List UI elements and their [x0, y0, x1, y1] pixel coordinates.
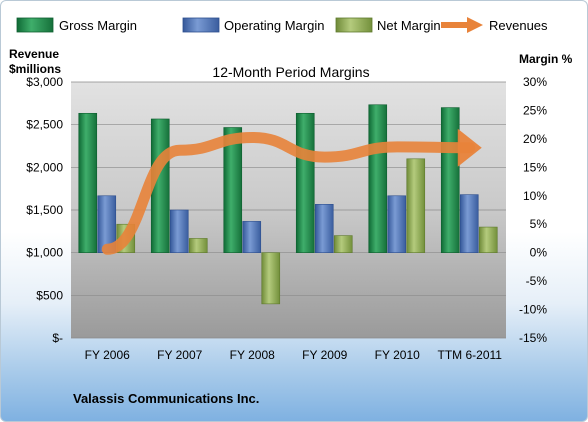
operating-margin-bar [459, 194, 479, 253]
gross-margin-bar [223, 127, 243, 253]
category-label: FY 2006 [85, 348, 130, 362]
bars [78, 104, 498, 305]
left-tick-label: $- [52, 331, 63, 345]
category-label: FY 2010 [375, 348, 420, 362]
legend-swatch-net-margin [335, 17, 373, 33]
left-tick-label: $1,000 [26, 246, 63, 260]
legend-label-operating-margin: Operating Margin [224, 18, 324, 33]
right-tick-label: 20% [523, 132, 547, 146]
operating-margin-bar [242, 221, 262, 253]
right-tick-label: 30% [523, 75, 547, 89]
gross-margin-bar [440, 107, 460, 253]
right-tick-label: -15% [519, 331, 547, 345]
right-tick-label: 25% [523, 103, 547, 117]
right-tick-label: -10% [519, 303, 547, 317]
gross-margin-bar [78, 112, 98, 253]
legend-label-gross-margin: Gross Margin [59, 18, 137, 33]
legend-item-gross-margin: Gross Margin [16, 17, 137, 33]
legend-swatch-gross-margin [16, 17, 54, 33]
legend-label-revenues: Revenues [489, 18, 548, 33]
left-tick-label: $2,500 [26, 118, 63, 132]
legend-item-operating-margin: Operating Margin [182, 17, 324, 33]
right-axis-label: Margin % [519, 52, 573, 66]
revenue-arrowhead [457, 128, 482, 167]
left-tick-label: $1,500 [26, 203, 63, 217]
net-margin-bar [478, 226, 498, 253]
net-margin-bar [333, 235, 353, 253]
left-axis-label-line2: $millions [9, 62, 61, 76]
revenue-line [101, 131, 476, 255]
legend-arrowhead-revenues [467, 17, 483, 33]
category-label: FY 2008 [230, 348, 275, 362]
left-tick-label: $500 [36, 288, 63, 302]
left-axis-ticks: $- $500 $1,000 $1,500 $2,000 $2,500 $3,000 [26, 75, 63, 345]
net-margin-bar [406, 158, 426, 253]
legend-item-net-margin: Net Margin [335, 17, 441, 33]
gross-margin-bar [368, 104, 388, 253]
operating-margin-bar [387, 195, 407, 253]
legend-swatch-operating-margin [182, 17, 220, 33]
chart-title: 12-Month Period Margins [212, 64, 369, 80]
revenue-series [101, 128, 482, 255]
operating-margin-bar [314, 204, 334, 253]
operating-margin-bar [169, 209, 189, 253]
company-name: Valassis Communications Inc. [73, 391, 259, 406]
category-label: FY 2007 [157, 348, 202, 362]
left-axis-label-line1: Revenue [9, 47, 59, 61]
right-tick-label: 15% [523, 160, 547, 174]
right-tick-label: -5% [526, 274, 548, 288]
legend: Gross Margin Operating Margin Net Margin… [16, 17, 548, 33]
right-tick-label: 0% [530, 246, 548, 260]
gross-margin-bar [295, 112, 315, 253]
legend-label-net-margin: Net Margin [377, 18, 441, 33]
net-margin-bar [261, 252, 281, 305]
right-tick-label: 5% [530, 217, 548, 231]
category-label: TTM 6-2011 [438, 348, 503, 362]
legend-item-revenues: Revenues [441, 17, 548, 33]
net-margin-bar [188, 238, 208, 253]
left-tick-label: $3,000 [26, 75, 63, 89]
right-axis-ticks: -15% -10% -5% 0% 5% 10% 15% 20% 25% 30% [519, 75, 547, 345]
right-tick-label: 10% [523, 189, 547, 203]
left-tick-label: $2,000 [26, 160, 63, 174]
category-axis: FY 2006 FY 2007 FY 2008 FY 2009 FY 2010 TTM 6… [85, 348, 503, 362]
category-label: FY 2009 [302, 348, 347, 362]
